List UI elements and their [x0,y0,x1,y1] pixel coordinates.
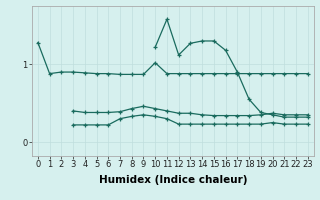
X-axis label: Humidex (Indice chaleur): Humidex (Indice chaleur) [99,175,247,185]
